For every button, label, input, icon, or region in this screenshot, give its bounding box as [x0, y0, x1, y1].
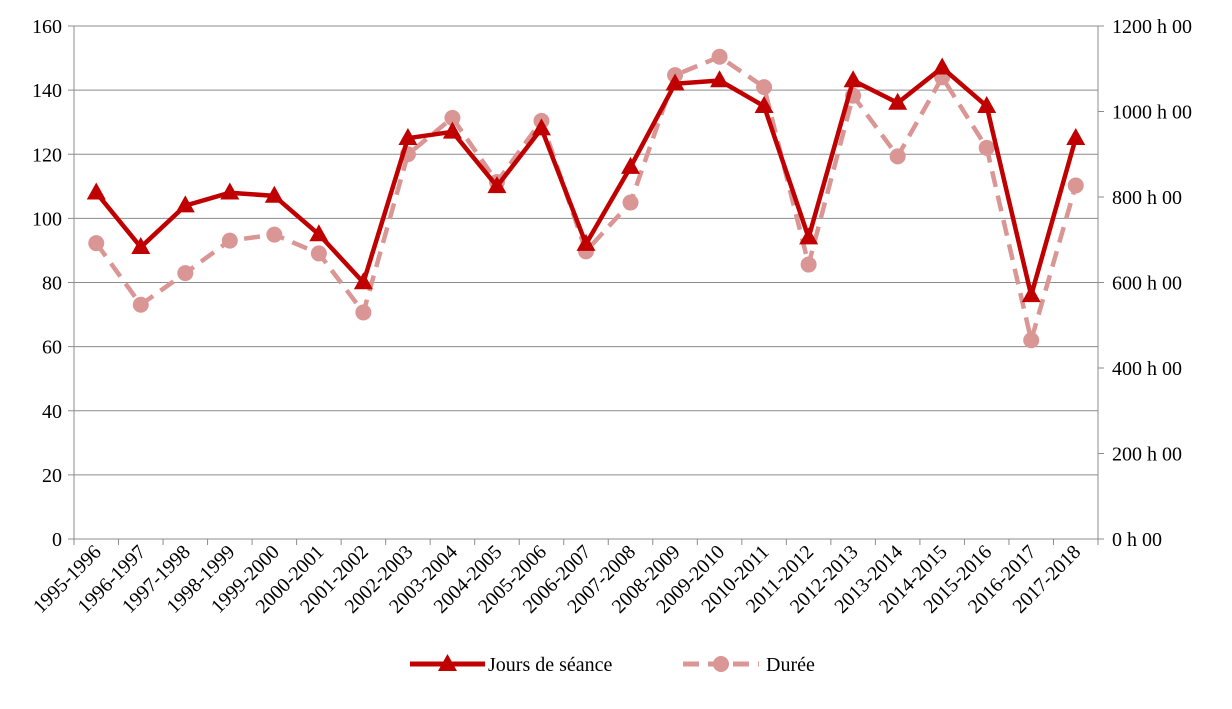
data-point-circle: [266, 226, 283, 243]
data-point-triangle: [531, 118, 551, 136]
data-point-circle: [1067, 177, 1084, 194]
left-axis-ticks: 0 20 40 60 80 100 120 140 160: [32, 16, 62, 551]
legend-item-duree: Durée: [683, 654, 815, 676]
y-tick-label: 120: [32, 144, 62, 166]
series-jours: [86, 57, 1086, 303]
data-point-triangle: [843, 70, 863, 88]
data-point-triangle: [888, 92, 908, 110]
y-tick-label: 60: [42, 337, 62, 359]
data-point-triangle: [977, 95, 997, 113]
series-layer: [86, 48, 1086, 349]
data-point-circle: [1023, 332, 1040, 349]
data-point-triangle: [754, 95, 774, 113]
legend-label-duree: Durée: [766, 654, 815, 676]
data-point-circle: [88, 235, 105, 252]
data-point-triangle: [220, 182, 240, 200]
data-point-triangle: [710, 70, 730, 88]
data-point-circle: [711, 48, 728, 65]
y-tick-label: 0: [52, 529, 62, 551]
data-point-circle: [889, 148, 906, 165]
series-line-duree: [94, 54, 1078, 343]
y2-tick-label: 1000 h 00: [1112, 102, 1192, 124]
y2-tick-label: 0 h 00: [1112, 529, 1162, 551]
y2-tick-label: 800 h 00: [1112, 187, 1182, 209]
legend-label-jours: Jours de séance: [488, 654, 613, 676]
data-point-circle: [132, 296, 149, 313]
axes: [68, 25, 1104, 545]
data-point-circle: [756, 79, 773, 96]
y2-tick-label: 400 h 00: [1112, 358, 1182, 380]
gridlines: [74, 25, 1098, 476]
legend: Jours de séance Durée: [410, 654, 815, 676]
data-point-triangle: [442, 121, 462, 139]
y-tick-label: 80: [42, 273, 62, 295]
data-point-triangle: [309, 224, 329, 242]
y-tick-label: 20: [42, 465, 62, 487]
y-tick-label: 140: [32, 80, 62, 102]
right-axis-ticks: 0 h 00 200 h 00 400 h 00 600 h 00 800 h 00 10…: [1112, 16, 1192, 551]
data-point-circle: [221, 232, 238, 249]
data-point-triangle: [487, 176, 507, 194]
data-point-triangle: [131, 237, 151, 255]
y-tick-label: 100: [32, 208, 62, 230]
data-point-triangle: [932, 57, 952, 75]
data-point-circle: [310, 245, 327, 262]
data-point-circle: [622, 194, 639, 211]
x-axis-ticks: 1995-19961996-19971997-19981998-19991999…: [29, 541, 1085, 618]
y2-tick-label: 600 h 00: [1112, 273, 1182, 295]
data-point-triangle: [264, 185, 284, 203]
y-tick-label: 40: [42, 401, 62, 423]
data-point-triangle: [1021, 285, 1041, 303]
y2-tick-label: 1200 h 00: [1112, 16, 1192, 38]
data-point-circle: [800, 256, 817, 273]
y2-tick-label: 200 h 00: [1112, 444, 1182, 466]
data-point-circle: [444, 109, 461, 126]
data-point-triangle: [576, 233, 596, 251]
data-point-triangle: [86, 182, 106, 200]
data-point-triangle: [175, 195, 195, 213]
legend-item-jours: Jours de séance: [410, 654, 613, 676]
legend-marker-circle-icon: [713, 656, 729, 672]
data-point-triangle: [665, 73, 685, 91]
data-point-circle: [177, 265, 194, 282]
data-point-triangle: [1066, 128, 1086, 146]
legend-marker-triangle-icon: [438, 654, 457, 671]
data-point-triangle: [353, 272, 373, 290]
y-tick-label: 160: [32, 16, 62, 38]
data-point-circle: [355, 304, 372, 321]
data-point-circle: [978, 139, 995, 156]
data-point-triangle: [621, 156, 641, 174]
data-point-triangle: [398, 128, 418, 146]
data-point-triangle: [799, 227, 819, 245]
